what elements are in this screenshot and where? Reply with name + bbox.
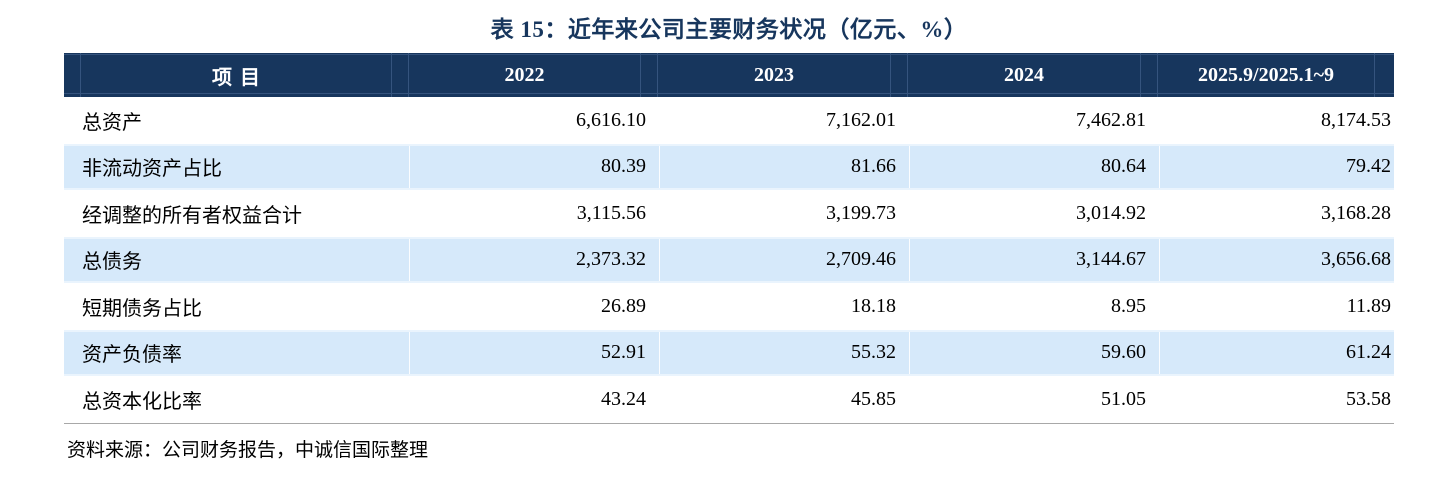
cell-value: 80.39 (409, 145, 659, 188)
table-row: 非流动资产占比 80.39 81.66 80.64 79.42 (64, 143, 1394, 190)
header-cell-item: 项目 (80, 53, 392, 97)
source-note: 资料来源：公司财务报告，中诚信国际整理 (67, 439, 429, 461)
cell-value: 7,162.01 (659, 97, 909, 144)
header-cell-2023: 2023 (657, 53, 891, 97)
table-bottom-rule (64, 422, 1394, 424)
cell-value: 8,174.53 (1159, 97, 1394, 144)
table-body: 总资产 6,616.10 7,162.01 7,462.81 8,174.53 非流动资产… (64, 97, 1394, 423)
cell-value: 61.24 (1159, 331, 1394, 374)
cell-value: 79.42 (1159, 145, 1394, 188)
row-label: 总资产 (82, 111, 142, 134)
row-label: 总债务 (82, 251, 142, 274)
table-header-row: 项目 2022 2023 2024 2025.9/2025.1~9 (64, 53, 1394, 97)
cell-value: 3,014.92 (909, 190, 1159, 237)
table-row: 总债务 2,373.32 2,709.46 3,144.67 3,656.68 (64, 236, 1394, 283)
cell-value: 3,168.28 (1159, 190, 1394, 237)
cell-value: 7,462.81 (909, 97, 1159, 144)
cell-value: 59.60 (909, 331, 1159, 374)
header-cell-2022: 2022 (408, 53, 641, 97)
cell-value: 81.66 (659, 145, 909, 188)
cell-value: 52.91 (409, 331, 659, 374)
row-label: 短期债务占比 (82, 297, 202, 320)
table-row: 资产负债率 52.91 55.32 59.60 61.24 (64, 329, 1394, 376)
cell-value: 3,115.56 (409, 190, 659, 237)
cell-value: 11.89 (1159, 283, 1394, 330)
cell-value: 26.89 (409, 283, 659, 330)
financial-table: 项目 2022 2023 2024 2025.9/2025.1~9 总资产 6,6… (64, 53, 1394, 462)
cell-value: 43.24 (409, 376, 659, 423)
table-title: 表 15：近年来公司主要财务状况（亿元、%） (490, 17, 968, 42)
header-cell-2025-9: 2025.9/2025.1~9 (1157, 53, 1375, 97)
row-label: 总资本化比率 (82, 390, 202, 413)
cell-value: 55.32 (659, 331, 909, 374)
table-row: 总资本化比率 43.24 45.85 51.05 53.58 (64, 376, 1394, 423)
row-label: 非流动资产占比 (82, 158, 222, 181)
cell-value: 45.85 (659, 376, 909, 423)
cell-value: 53.58 (1159, 376, 1394, 423)
cell-value: 2,373.32 (409, 238, 659, 281)
row-label: 经调整的所有者权益合计 (82, 204, 302, 227)
row-label: 资产负债率 (82, 344, 182, 367)
cell-value: 6,616.10 (409, 97, 659, 144)
table-row: 经调整的所有者权益合计 3,115.56 3,199.73 3,014.92 3,168… (64, 190, 1394, 237)
cell-value: 2,709.46 (659, 238, 909, 281)
table-row: 总资产 6,616.10 7,162.01 7,462.81 8,174.53 (64, 97, 1394, 144)
cell-value: 8.95 (909, 283, 1159, 330)
table-row: 短期债务占比 26.89 18.18 8.95 11.89 (64, 283, 1394, 330)
cell-value: 3,199.73 (659, 190, 909, 237)
cell-value: 18.18 (659, 283, 909, 330)
cell-value: 3,144.67 (909, 238, 1159, 281)
cell-value: 80.64 (909, 145, 1159, 188)
cell-value: 3,656.68 (1159, 238, 1394, 281)
cell-value: 51.05 (909, 376, 1159, 423)
header-cell-2024: 2024 (907, 53, 1141, 97)
